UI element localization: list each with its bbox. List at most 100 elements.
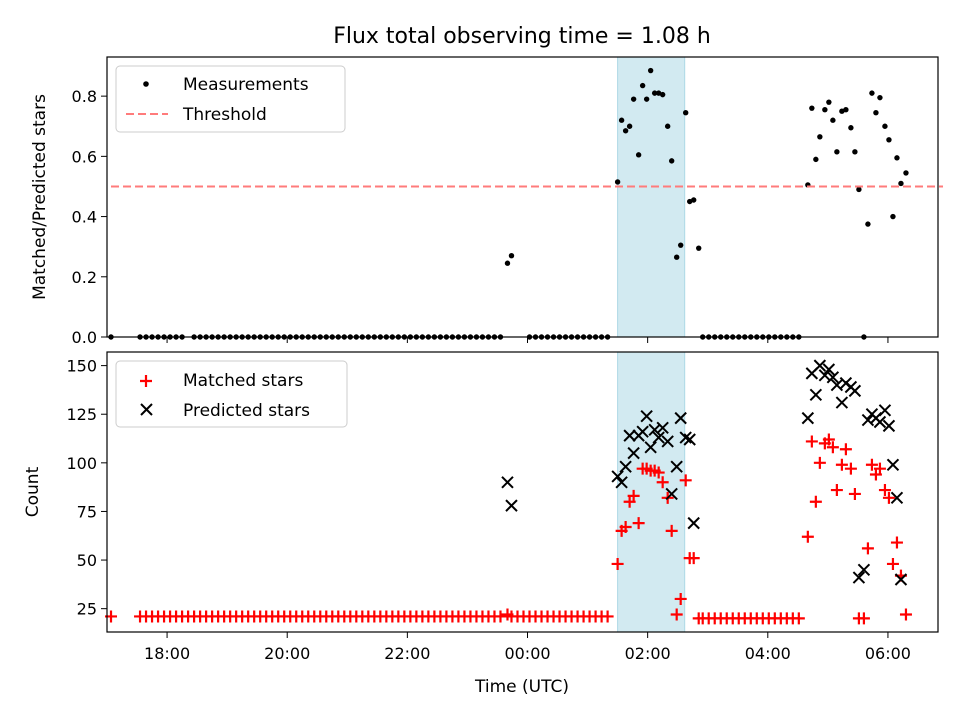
predicted-star-point — [501, 476, 514, 489]
predicted-star-point — [674, 411, 687, 425]
predicted-star-point — [670, 460, 683, 473]
matched-star-point — [857, 612, 870, 625]
predicted-star-point — [852, 571, 866, 584]
matched-star-point — [873, 462, 886, 475]
y-tick-label: 125 — [66, 405, 97, 424]
bottom-y-axis-label: Count — [23, 466, 43, 517]
measurement-point — [890, 213, 896, 220]
predicted-star-point — [826, 371, 840, 384]
chart-title: Flux total observing time = 1.08 h — [333, 24, 711, 49]
x-tick-label: 06:00 — [865, 644, 911, 663]
matched-star-point — [899, 608, 912, 621]
matched-star-point — [830, 484, 843, 497]
x-tick-label: 02:00 — [625, 644, 671, 663]
measurement-point — [826, 99, 832, 105]
measurement-point — [682, 109, 689, 116]
y-tick-label: 0.2 — [72, 268, 97, 287]
matched-star-points — [105, 433, 912, 625]
shaded-band — [617, 56, 686, 338]
top-panel: 0.00.20.40.60.8 Matched/Predicted stars … — [30, 56, 944, 347]
matched-star-point — [632, 517, 645, 530]
matched-star-point — [652, 466, 665, 479]
measurement-point — [869, 90, 875, 96]
measurement-point — [834, 149, 840, 155]
predicted-star-point — [873, 415, 887, 429]
predicted-star-point — [652, 431, 665, 444]
matched-star-point — [882, 491, 895, 504]
matched-star-point — [822, 433, 835, 446]
measurement-point — [651, 90, 658, 96]
matched-star-point — [865, 458, 878, 471]
measurement-point — [852, 149, 858, 155]
measurement-point — [898, 180, 904, 187]
top-legend: Measurements Threshold — [115, 65, 346, 133]
measurement-point — [643, 96, 650, 102]
x-tick-label: 20:00 — [264, 644, 310, 663]
predicted-star-point — [801, 411, 815, 425]
measurement-point — [822, 106, 828, 113]
predicted-star-point — [623, 429, 636, 442]
measurements-legend-marker — [143, 81, 149, 87]
predicted-star-point — [661, 435, 674, 448]
matched-star-point — [844, 462, 857, 475]
matched-star-point — [878, 484, 891, 497]
x-tick-label: 18:00 — [144, 644, 190, 663]
measurement-point — [882, 123, 888, 129]
top-y-ticks: 0.0 0.2 0.4 0.6 0.8 — [72, 87, 107, 347]
measurement-point — [877, 94, 883, 101]
x-tick-label: 00:00 — [504, 644, 550, 663]
measurement-point — [664, 123, 671, 129]
matched-star-point — [687, 552, 700, 565]
predicted-star-point — [886, 458, 900, 471]
y-tick-label: 50 — [77, 551, 97, 570]
bottom-legend: Matched stars Predicted stars — [115, 360, 348, 428]
measurement-point — [626, 123, 633, 129]
matched-star-point — [679, 474, 692, 487]
predicted-star-point — [611, 470, 624, 483]
matched-star-point — [848, 487, 861, 500]
matched-star-point — [619, 521, 632, 533]
matched-star-point — [674, 592, 687, 605]
measurement-point — [813, 156, 819, 163]
matched-star-point — [826, 441, 839, 454]
predicted-star-point — [809, 388, 823, 401]
matched-star-point — [627, 489, 640, 502]
matched-star-point — [805, 435, 818, 448]
measurement-point — [903, 170, 909, 176]
measurement-point — [843, 106, 849, 113]
predicted-star-point — [619, 460, 632, 473]
measurement-point — [647, 67, 654, 74]
top-y-axis-label: Matched/Predicted stars — [30, 94, 50, 300]
matched-star-point — [835, 458, 848, 471]
x-tick-label: 04:00 — [745, 644, 791, 663]
top-x-ticks — [166, 337, 889, 343]
y-tick-label: 0.4 — [72, 208, 97, 227]
predicted-legend-label: Predicted stars — [183, 401, 310, 421]
measurement-point — [809, 105, 815, 111]
y-tick-label: 75 — [77, 502, 97, 521]
measurement-point — [848, 125, 854, 131]
matched-star-point — [611, 557, 624, 570]
y-tick-label: 0.8 — [72, 87, 97, 106]
predicted-star-point — [627, 446, 640, 460]
y-tick-label: 100 — [66, 454, 97, 473]
predicted-star-point — [683, 433, 696, 446]
predicted-star-point — [882, 419, 896, 433]
measurement-point — [668, 158, 675, 164]
matched-star-point — [839, 443, 852, 456]
measurement-point — [696, 245, 702, 251]
measurement-point — [622, 128, 629, 134]
predicted-star-point — [857, 563, 871, 576]
predicted-star-point — [813, 359, 827, 372]
predicted-star-points — [501, 359, 908, 586]
matched-star-point — [809, 495, 822, 508]
x-tick-label: 22:00 — [384, 644, 430, 663]
matched-star-point — [890, 536, 903, 549]
predicted-star-point — [640, 409, 653, 423]
predicted-star-point — [636, 425, 649, 438]
y-tick-label: 0.0 — [72, 328, 97, 347]
predicted-star-point — [644, 441, 657, 454]
bottom-axes-frame — [106, 351, 939, 633]
measurement-point — [856, 186, 862, 193]
